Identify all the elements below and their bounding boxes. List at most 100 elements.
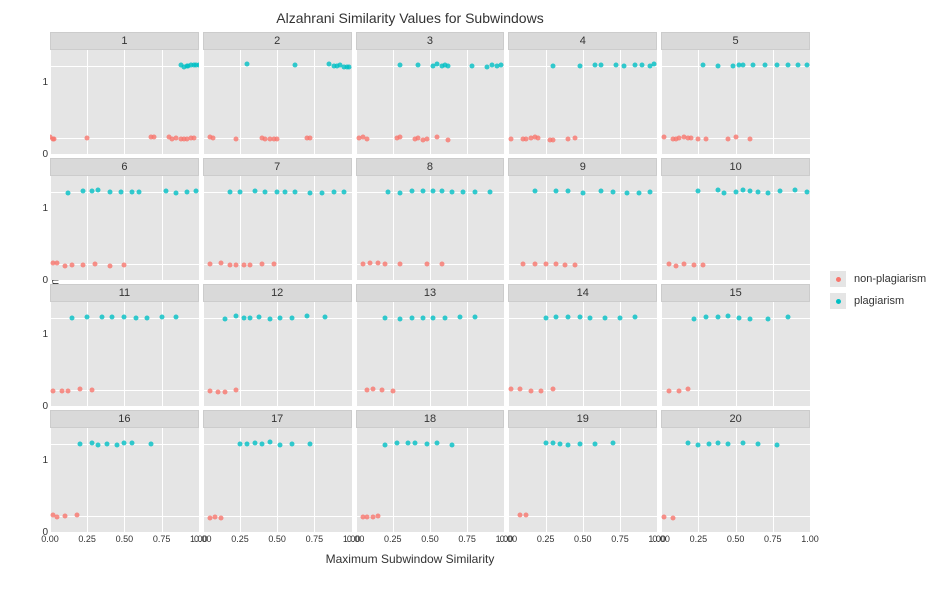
data-point (252, 440, 257, 445)
facet-plot-area (203, 428, 352, 532)
facet-panel: 7 (203, 158, 352, 280)
data-point (245, 441, 250, 446)
data-point (748, 136, 753, 141)
y-axis: 01010101 (32, 50, 48, 530)
facet-plot-area (508, 50, 657, 154)
data-point (55, 261, 60, 266)
data-point (290, 442, 295, 447)
data-point (110, 315, 115, 320)
data-point (733, 189, 738, 194)
data-point (307, 190, 312, 195)
data-point (741, 440, 746, 445)
data-point (785, 63, 790, 68)
legend-item: non-plagiarism (830, 271, 926, 287)
x-axis-ticks: 0.000.250.500.751.00 (356, 534, 505, 548)
data-point (398, 316, 403, 321)
facet-panel: 2 (203, 32, 352, 154)
data-point (80, 189, 85, 194)
facet-plot-area (661, 428, 810, 532)
data-point (521, 261, 526, 266)
data-point (390, 389, 395, 394)
data-point (666, 389, 671, 394)
facet-plot-area (50, 176, 199, 280)
data-point (114, 442, 119, 447)
data-point (80, 262, 85, 267)
data-point (751, 62, 756, 67)
facet-panel: 19 (508, 410, 657, 532)
data-point (625, 190, 630, 195)
data-point (62, 513, 67, 518)
data-point (755, 442, 760, 447)
data-point (766, 190, 771, 195)
data-point (518, 387, 523, 392)
data-point (215, 389, 220, 394)
facet-strip-label: 19 (508, 410, 657, 428)
data-point (487, 190, 492, 195)
data-point (617, 316, 622, 321)
data-point (778, 188, 783, 193)
data-point (208, 389, 213, 394)
facet-panel: 5 (661, 32, 810, 154)
facet-strip-label: 5 (661, 32, 810, 50)
facet-panel: 10 (661, 158, 810, 280)
data-point (293, 189, 298, 194)
data-point (696, 188, 701, 193)
facet-panel: 11 (50, 284, 199, 406)
data-point (252, 189, 257, 194)
data-point (107, 263, 112, 268)
data-point (685, 440, 690, 445)
data-point (248, 262, 253, 267)
data-point (420, 188, 425, 193)
data-point (598, 189, 603, 194)
data-point (174, 190, 179, 195)
data-point (383, 315, 388, 320)
data-point (242, 316, 247, 321)
data-point (307, 442, 312, 447)
data-point (100, 314, 105, 319)
data-point (733, 135, 738, 140)
data-point (346, 64, 351, 69)
data-point (647, 189, 652, 194)
data-point (233, 137, 238, 142)
facet-strip-label: 20 (661, 410, 810, 428)
data-point (365, 388, 370, 393)
data-point (736, 315, 741, 320)
data-point (703, 137, 708, 142)
data-point (211, 136, 216, 141)
data-point (77, 387, 82, 392)
facet-plot-area (50, 302, 199, 406)
data-point (671, 515, 676, 520)
data-point (237, 190, 242, 195)
legend-label: non-plagiarism (854, 273, 926, 285)
facet-panel: 20 (661, 410, 810, 532)
data-point (805, 189, 810, 194)
data-point (450, 190, 455, 195)
data-point (543, 316, 548, 321)
data-point (748, 316, 753, 321)
facet-strip-label: 9 (508, 158, 657, 176)
data-point (543, 262, 548, 267)
data-point (775, 62, 780, 67)
data-point (685, 387, 690, 392)
data-point (257, 315, 262, 320)
data-point (577, 441, 582, 446)
facet-strip-label: 11 (50, 284, 199, 302)
data-point (528, 389, 533, 394)
data-point (144, 316, 149, 321)
data-point (509, 137, 514, 142)
facet-panel: 15 (661, 284, 810, 406)
data-point (304, 314, 309, 319)
data-point (622, 64, 627, 69)
data-point (766, 316, 771, 321)
data-point (637, 190, 642, 195)
data-point (533, 261, 538, 266)
data-point (703, 314, 708, 319)
data-point (410, 188, 415, 193)
chart-wrapper: Alzahrani Similarity Values for Subwindo… (10, 10, 940, 570)
data-point (439, 188, 444, 193)
data-point (632, 315, 637, 320)
data-point (59, 389, 64, 394)
data-point (603, 315, 608, 320)
data-point (592, 62, 597, 67)
data-point (775, 442, 780, 447)
